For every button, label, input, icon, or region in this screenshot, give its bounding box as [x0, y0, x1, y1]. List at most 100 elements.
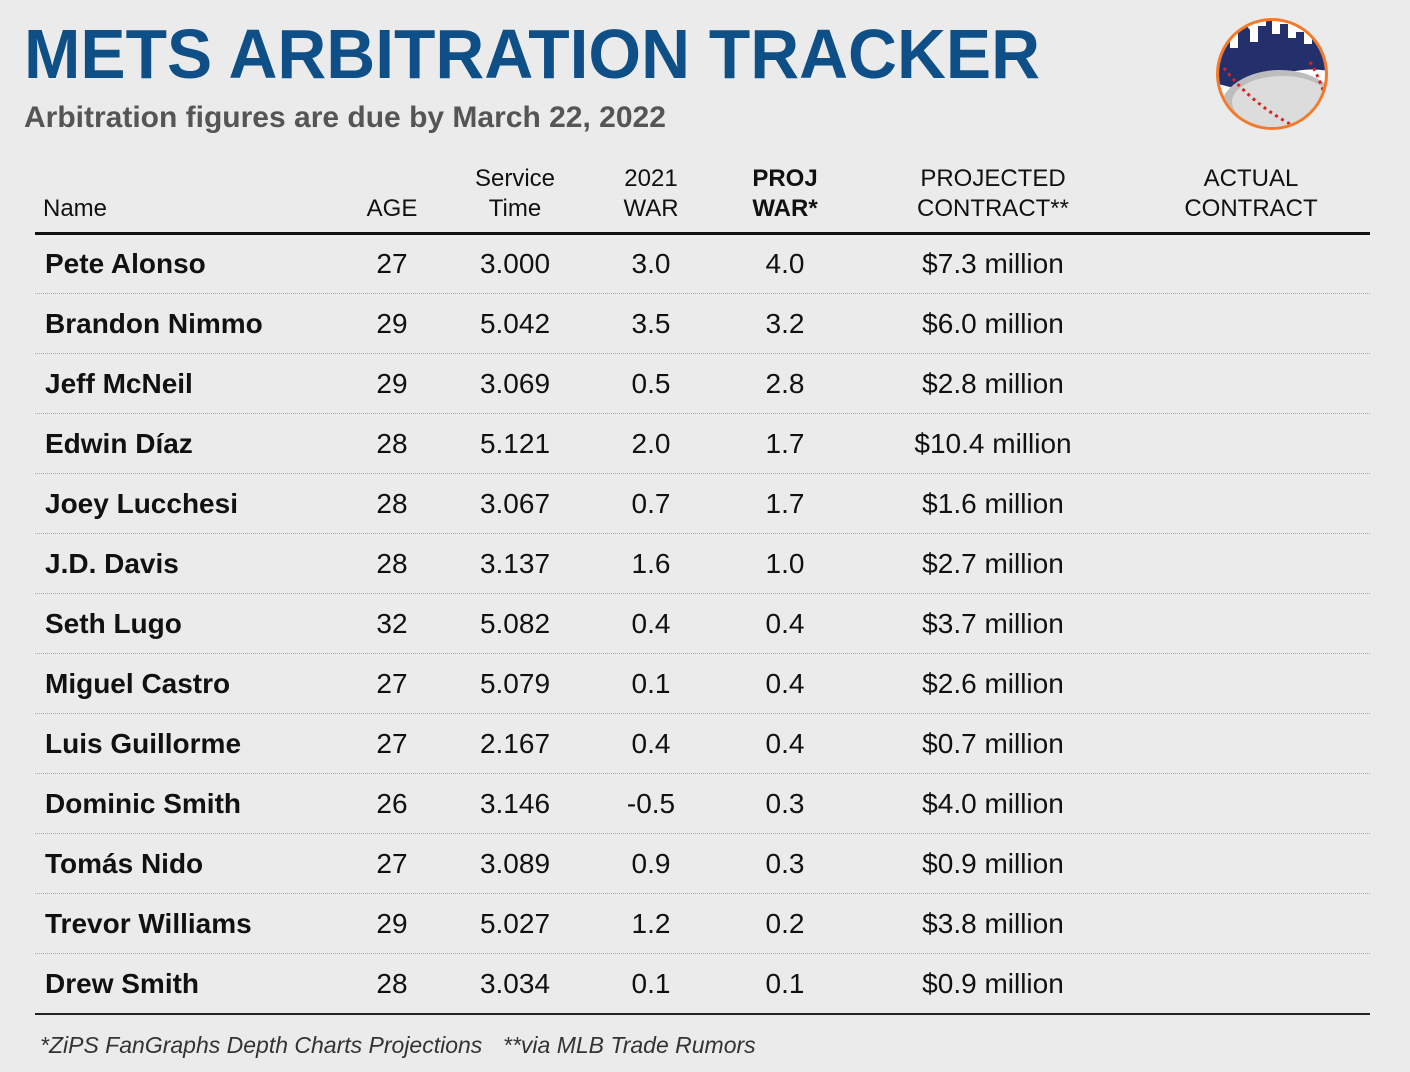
cell: 29 — [376, 368, 408, 399]
row-divider — [35, 953, 1370, 954]
cell: 0.4 — [631, 728, 671, 759]
row-divider — [35, 833, 1370, 834]
cell: 0.4 — [765, 608, 805, 639]
column-header: Service — [474, 165, 556, 192]
cell: 0.1 — [631, 968, 671, 999]
cell: 3.067 — [479, 488, 551, 519]
cell: 0.2 — [765, 908, 805, 939]
column-header: AGE — [366, 195, 418, 222]
cell: 32 — [376, 608, 408, 639]
column-header: WAR* — [752, 195, 818, 222]
cell: 2.0 — [631, 428, 671, 459]
cell: 3.5 — [631, 308, 671, 339]
column-header: 2021 — [624, 165, 678, 192]
row-divider — [35, 593, 1370, 594]
cell: $0.7 million — [922, 728, 1064, 759]
cell: $6.0 million — [922, 308, 1064, 339]
cell: 29 — [376, 308, 408, 339]
cell: $7.3 million — [922, 248, 1064, 279]
column-header: Time — [488, 195, 542, 222]
player-name: Seth Lugo — [45, 608, 182, 639]
column-header: PROJECTED — [920, 165, 1066, 192]
player-name: Drew Smith — [45, 968, 200, 999]
row-divider — [35, 533, 1370, 534]
column-header: CONTRACT — [1184, 195, 1318, 222]
cell: 27 — [376, 728, 408, 759]
player-name: Tomás Nido — [45, 848, 204, 879]
cell: 27 — [376, 248, 408, 279]
cell: 0.5 — [631, 368, 671, 399]
cell: 3.034 — [479, 968, 551, 999]
player-name: Miguel Castro — [45, 668, 231, 699]
cell: 27 — [376, 848, 408, 879]
cell: $1.6 million — [922, 488, 1064, 519]
cell: 4.0 — [765, 248, 805, 279]
cell: 3.0 — [631, 248, 671, 279]
column-header: CONTRACT** — [916, 195, 1069, 222]
subtitle: Arbitration figures are due by March 22,… — [24, 101, 666, 134]
cell: 0.1 — [631, 668, 671, 699]
cell: 1.7 — [765, 428, 805, 459]
player-name: Dominic Smith — [45, 788, 242, 819]
cell: $0.9 million — [922, 968, 1064, 999]
player-name: Jeff McNeil — [45, 368, 193, 399]
cell: 3.146 — [479, 788, 551, 819]
row-divider — [35, 413, 1370, 414]
cell: 2.8 — [765, 368, 805, 399]
player-name: Brandon Nimmo — [45, 308, 263, 339]
cell: 0.4 — [765, 728, 805, 759]
row-divider — [35, 353, 1370, 354]
cell: 0.3 — [765, 788, 805, 819]
cell: 0.9 — [631, 848, 671, 879]
cell: 0.3 — [765, 848, 805, 879]
player-name: J.D. Davis — [45, 548, 179, 579]
cell: $3.8 million — [922, 908, 1064, 939]
cell: $4.0 million — [922, 788, 1064, 819]
player-name: Pete Alonso — [45, 248, 206, 279]
column-header: ACTUAL — [1203, 165, 1299, 192]
row-divider — [35, 893, 1370, 894]
cell: 3.069 — [479, 368, 551, 399]
cell: $0.9 million — [922, 848, 1064, 879]
cell: -0.5 — [626, 788, 676, 819]
cell: 26 — [376, 788, 408, 819]
bottom-rule — [35, 1013, 1370, 1015]
row-divider — [35, 773, 1370, 774]
cell: $10.4 million — [914, 428, 1072, 459]
row-divider — [35, 713, 1370, 714]
cell: 3.089 — [479, 848, 551, 879]
column-header: Name — [43, 195, 108, 222]
cell: 28 — [376, 488, 408, 519]
row-divider — [35, 653, 1370, 654]
footnote: **via MLB Trade Rumors — [503, 1032, 756, 1058]
logo — [1216, 18, 1328, 130]
footnote: *ZiPS FanGraphs Depth Charts Projections — [40, 1032, 483, 1058]
title: METS ARBITRATION TRACKER — [24, 15, 1040, 93]
cell: 1.6 — [631, 548, 671, 579]
cell: 29 — [376, 908, 408, 939]
cell: $2.7 million — [922, 548, 1064, 579]
heading: METS ARBITRATION TRACKER Arbitration fig… — [24, 15, 1040, 134]
cell: $2.6 million — [922, 668, 1064, 699]
cell: 5.121 — [479, 428, 551, 459]
cell: 1.0 — [765, 548, 805, 579]
cell: 3.2 — [765, 308, 805, 339]
player-name: Edwin Díaz — [45, 428, 193, 459]
cell: 5.042 — [479, 308, 551, 339]
cell: 0.1 — [765, 968, 805, 999]
cell: $2.8 million — [922, 368, 1064, 399]
cell: 1.7 — [765, 488, 805, 519]
cell: 5.079 — [479, 668, 551, 699]
cell: 3.000 — [479, 248, 551, 279]
player-name: Trevor Williams — [45, 908, 252, 939]
cell: 27 — [376, 668, 408, 699]
cell: 3.137 — [479, 548, 551, 579]
cell: 28 — [376, 548, 408, 579]
cell: 28 — [376, 428, 408, 459]
cell: 2.167 — [479, 728, 551, 759]
player-name: Luis Guillorme — [45, 728, 242, 759]
header-rule — [35, 232, 1370, 235]
column-header: PROJ — [752, 165, 818, 192]
row-divider — [35, 473, 1370, 474]
